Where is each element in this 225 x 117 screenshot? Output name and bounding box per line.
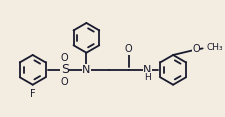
Text: O: O: [61, 53, 68, 63]
Text: O: O: [61, 77, 68, 87]
Text: CH₃: CH₃: [206, 43, 222, 52]
Text: F: F: [30, 89, 35, 99]
Text: H: H: [143, 73, 150, 82]
Text: S: S: [61, 63, 68, 76]
Text: N: N: [82, 65, 90, 75]
Text: O: O: [191, 44, 199, 54]
Text: O: O: [124, 44, 132, 54]
Text: N: N: [142, 65, 151, 75]
